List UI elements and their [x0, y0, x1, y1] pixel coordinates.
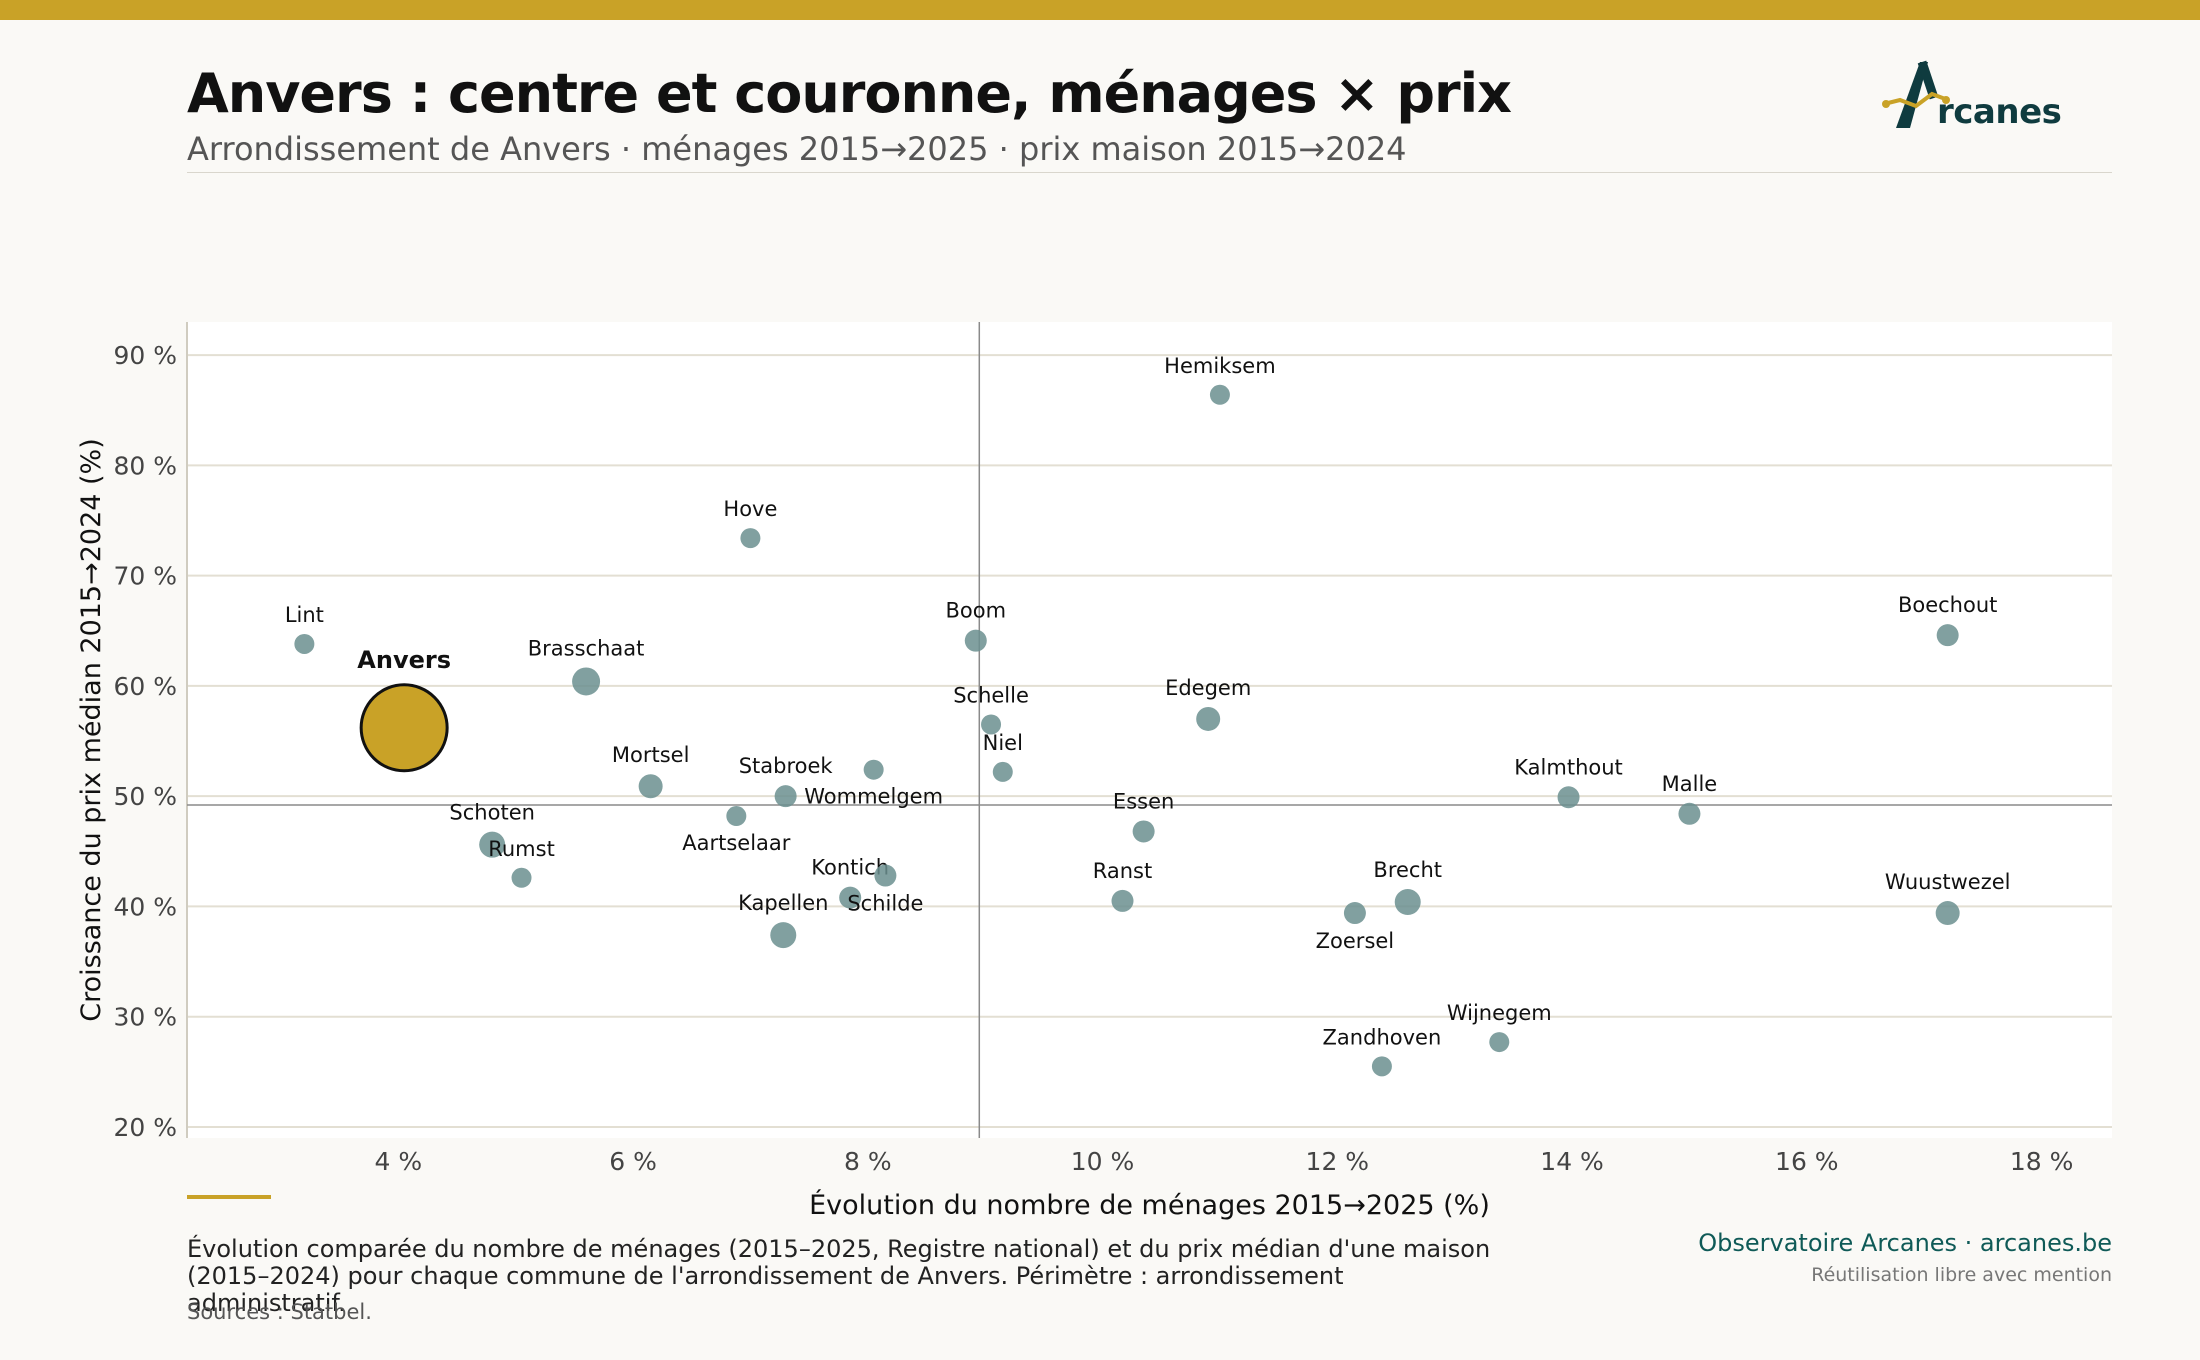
- x-tick-label: 4 %: [374, 1147, 422, 1176]
- point-label: Malle: [1662, 772, 1718, 796]
- point-label: Aartselaar: [682, 831, 791, 855]
- x-tick-label: 16 %: [1775, 1147, 1839, 1176]
- x-tick-label: 14 %: [1540, 1147, 1604, 1176]
- data-point: [874, 864, 897, 887]
- point-label: Ranst: [1093, 859, 1152, 883]
- point-label: Kapellen: [738, 891, 828, 915]
- point-label: Niel: [983, 731, 1023, 755]
- point-label: Lint: [285, 603, 324, 627]
- data-point: [294, 633, 315, 654]
- y-tick-label: 70 %: [113, 562, 177, 591]
- x-tick-label: 8 %: [844, 1147, 892, 1176]
- data-point: [1343, 902, 1366, 925]
- data-point: [1111, 889, 1134, 912]
- data-point: [1132, 820, 1155, 843]
- data-point: [1678, 802, 1701, 825]
- header-divider: [187, 172, 2112, 173]
- data-point: [992, 761, 1013, 782]
- data-point: [1209, 384, 1230, 405]
- point-label: Hemiksem: [1164, 354, 1275, 378]
- y-tick-label: 40 %: [113, 892, 177, 921]
- data-point: [774, 785, 797, 808]
- data-point: [770, 922, 797, 949]
- y-tick-label: 90 %: [113, 341, 177, 370]
- plot-area: [187, 322, 2112, 1138]
- top-accent-bar: [0, 0, 2200, 20]
- data-point: [572, 667, 601, 696]
- data-point: [1196, 706, 1221, 731]
- logo-wordmark: rcanes: [1937, 92, 2062, 132]
- footer-accent-line: [187, 1195, 271, 1199]
- point-label: Schelle: [953, 683, 1029, 707]
- data-point: [964, 629, 987, 652]
- data-point: [1935, 901, 1960, 926]
- data-point: [726, 806, 747, 827]
- point-label: Kalmthout: [1514, 755, 1623, 779]
- y-tick-label: 80 %: [113, 451, 177, 480]
- point-label: Brasschaat: [528, 636, 645, 660]
- y-tick-label: 30 %: [113, 1003, 177, 1032]
- point-label: Zoersel: [1316, 929, 1394, 953]
- data-point: [1394, 889, 1421, 916]
- x-tick-label: 6 %: [609, 1147, 657, 1176]
- point-label: Boechout: [1898, 593, 1997, 617]
- point-label: Boom: [945, 599, 1006, 623]
- point-label: Schilde: [847, 892, 923, 916]
- data-point: [839, 886, 862, 909]
- brand-credit: Observatoire Arcanes · arcanes.be: [1698, 1229, 2112, 1257]
- data-point: [511, 867, 532, 888]
- point-label: Zandhoven: [1323, 1025, 1442, 1049]
- chart-sources: Sources : Statbel.: [187, 1300, 372, 1324]
- highlight-label: Anvers: [357, 646, 451, 674]
- point-label: Hove: [723, 497, 777, 521]
- data-point: [981, 714, 1002, 735]
- chart-note: Évolution comparée du nombre de ménages …: [187, 1235, 1491, 1317]
- y-tick-label: 50 %: [113, 782, 177, 811]
- x-axis-title: Évolution du nombre de ménages 2015→2025…: [809, 1189, 1490, 1221]
- y-tick-label: 20 %: [113, 1113, 177, 1142]
- point-label: Stabroek: [739, 754, 834, 778]
- reuse-notice: Réutilisation libre avec mention: [1811, 1264, 2112, 1286]
- chart-title: Anvers : centre et couronne, ménages × p…: [187, 62, 1512, 125]
- point-label: Essen: [1113, 789, 1174, 813]
- data-point: [1936, 624, 1959, 647]
- chart-subtitle: Arrondissement de Anvers · ménages 2015→…: [187, 130, 1407, 168]
- y-axis-title: Croissance du prix médian 2015→2024 (%): [76, 438, 107, 1022]
- data-point: [1557, 786, 1580, 809]
- data-point: [1489, 1032, 1510, 1053]
- x-tick-label: 10 %: [1071, 1147, 1135, 1176]
- point-label: Mortsel: [612, 743, 690, 767]
- x-tick-label: 12 %: [1306, 1147, 1370, 1176]
- data-point: [1371, 1056, 1392, 1077]
- data-point: [740, 528, 761, 549]
- highlight-point: [359, 683, 449, 773]
- point-label: Edegem: [1165, 676, 1251, 700]
- data-point: [479, 831, 506, 858]
- y-tick-label: 60 %: [113, 672, 177, 701]
- x-tick-label: 18 %: [2010, 1147, 2074, 1176]
- point-label: Schoten: [449, 801, 535, 825]
- data-point: [863, 759, 884, 780]
- data-point: [638, 774, 663, 799]
- point-label: Rumst: [488, 837, 555, 861]
- point-label: Wuustwezel: [1885, 870, 2011, 894]
- point-label: Wommelgem: [804, 785, 943, 809]
- point-label: Wijnegem: [1447, 1001, 1552, 1025]
- arcanes-a-logo-icon: [1882, 60, 1950, 128]
- point-label: Brecht: [1373, 858, 1442, 882]
